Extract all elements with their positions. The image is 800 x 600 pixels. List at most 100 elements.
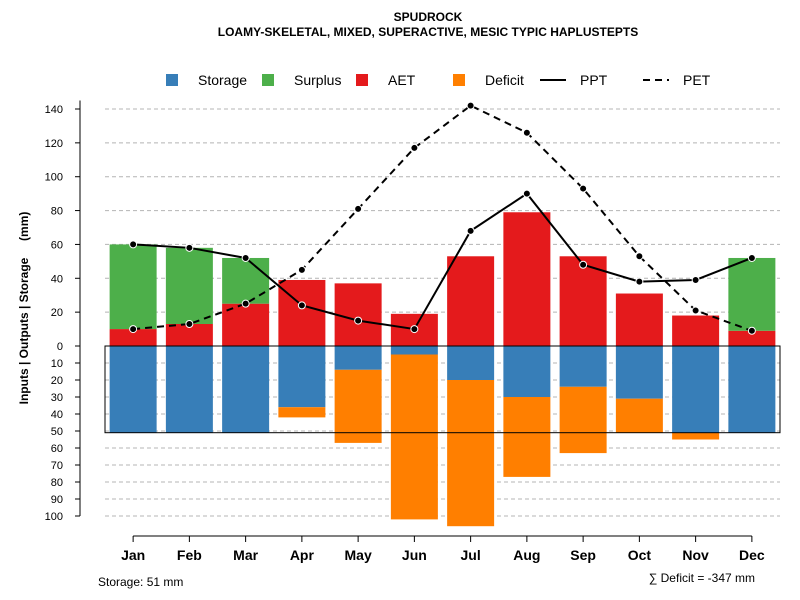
ppt-point (747, 253, 756, 262)
legend-label-storage: Storage (198, 72, 247, 88)
ppt-point (635, 277, 644, 286)
storage-bar (559, 346, 607, 387)
x-tick-label: Nov (682, 547, 709, 563)
y-tick-label: 50 (51, 426, 63, 438)
chart-title: SPUDROCK (394, 10, 463, 24)
y-tick-label: 70 (51, 460, 63, 472)
y-tick-label: 40 (51, 409, 63, 421)
aet-bar (672, 315, 720, 346)
legend-label-pet: PET (683, 72, 711, 88)
gridlines (105, 108, 780, 517)
y-tick-label: 60 (51, 443, 63, 455)
pet-point (466, 101, 475, 110)
ppt-point (410, 325, 419, 334)
chart-subtitle: LOAMY-SKELETAL, MIXED, SUPERACTIVE, MESI… (218, 25, 638, 39)
aet-bar (615, 293, 663, 346)
storage-bar (390, 346, 438, 355)
y-tick-label: 90 (51, 494, 63, 506)
deficit-bar (447, 380, 495, 527)
y-tick-label: 40 (51, 273, 63, 285)
pet-point (410, 143, 419, 152)
pet-point (185, 319, 194, 328)
y-tick-label: 60 (51, 239, 63, 251)
bars (104, 212, 781, 527)
pet-point (579, 184, 588, 193)
x-tick-label: Feb (177, 547, 202, 563)
x-tick-label: Apr (290, 547, 315, 563)
x-tick-label: Jun (402, 547, 427, 563)
y-tick-label: 10 (51, 358, 63, 370)
legend-label-ppt: PPT (580, 72, 608, 88)
ppt-point (129, 240, 138, 249)
storage-bar (109, 346, 157, 433)
x-tick-label: Jul (461, 547, 481, 563)
legend-swatch-surplus (262, 74, 274, 86)
x-tick-label: Jan (121, 547, 145, 563)
ppt-point (522, 189, 531, 198)
aet-bar (278, 279, 326, 346)
ppt-point (579, 260, 588, 269)
aet-bar (559, 256, 607, 346)
surplus-bar (109, 244, 157, 330)
aet-bar (728, 330, 776, 346)
legend-swatch-deficit (453, 74, 465, 86)
ppt-point (241, 253, 250, 262)
storage-bar (615, 346, 663, 399)
pet-point (241, 299, 250, 308)
y-tick-label: 0 (57, 341, 63, 353)
legend-label-aet: AET (388, 72, 416, 88)
y-tick-label: 100 (45, 511, 63, 523)
pet-point (129, 325, 138, 334)
legend-swatch-aet (356, 74, 368, 86)
x-tick-label: May (345, 547, 372, 563)
aet-bar (447, 256, 495, 346)
y-axis-label: Inputs | Outputs | Storage (mm) (17, 212, 31, 405)
y-tick-label: 80 (51, 477, 63, 489)
pet-point (522, 128, 531, 137)
deficit-bar (278, 407, 326, 418)
pet-point (297, 265, 306, 274)
deficit-bar (559, 386, 607, 454)
pet-line (133, 104, 753, 332)
storage-note: Storage: 51 mm (98, 575, 183, 589)
surplus-bar (165, 247, 213, 324)
storage-bar (278, 346, 326, 408)
pet-point (691, 306, 700, 315)
surplus-bar (728, 257, 776, 331)
legend-swatch-storage (166, 74, 178, 86)
ppt-point (691, 275, 700, 284)
y-tick-label: 20 (51, 375, 63, 387)
legend-label-deficit: Deficit (485, 72, 524, 88)
axes: 0 20 40 60 80 100 120 140 10 20 30 40 50 60 70 80 90 100 J… (45, 100, 765, 563)
aet-bar (165, 323, 213, 346)
storage-bar (672, 346, 720, 433)
legend-label-surplus: Surplus (294, 72, 341, 88)
storage-bar (334, 346, 382, 370)
surplus-bar (222, 257, 270, 304)
series-lines (129, 101, 756, 335)
x-tick-label: Aug (513, 547, 540, 563)
ppt-point (466, 226, 475, 235)
ppt-line (133, 192, 753, 331)
aet-bar (222, 303, 270, 346)
y-tick-label: 20 (51, 307, 63, 319)
y-tick-label: 80 (51, 206, 63, 218)
pet-point (354, 204, 363, 213)
deficit-bar (615, 398, 663, 433)
pet-point (747, 326, 756, 335)
storage-bar (165, 346, 213, 433)
aet-bar (109, 329, 157, 346)
storage-bar (447, 346, 495, 380)
x-tick-label: Sep (570, 547, 596, 563)
storage-bar (728, 346, 776, 433)
deficit-bar (334, 369, 382, 443)
y-tick-label: 120 (45, 138, 63, 150)
ppt-point (297, 301, 306, 310)
pet-point (635, 252, 644, 261)
x-tick-label: Mar (233, 547, 258, 563)
y-tick-label: 30 (51, 392, 63, 404)
deficit-note: ∑ Deficit = -347 mm (649, 571, 755, 585)
ppt-point (354, 316, 363, 325)
ppt-point (185, 243, 194, 252)
storage-bar (503, 346, 551, 397)
